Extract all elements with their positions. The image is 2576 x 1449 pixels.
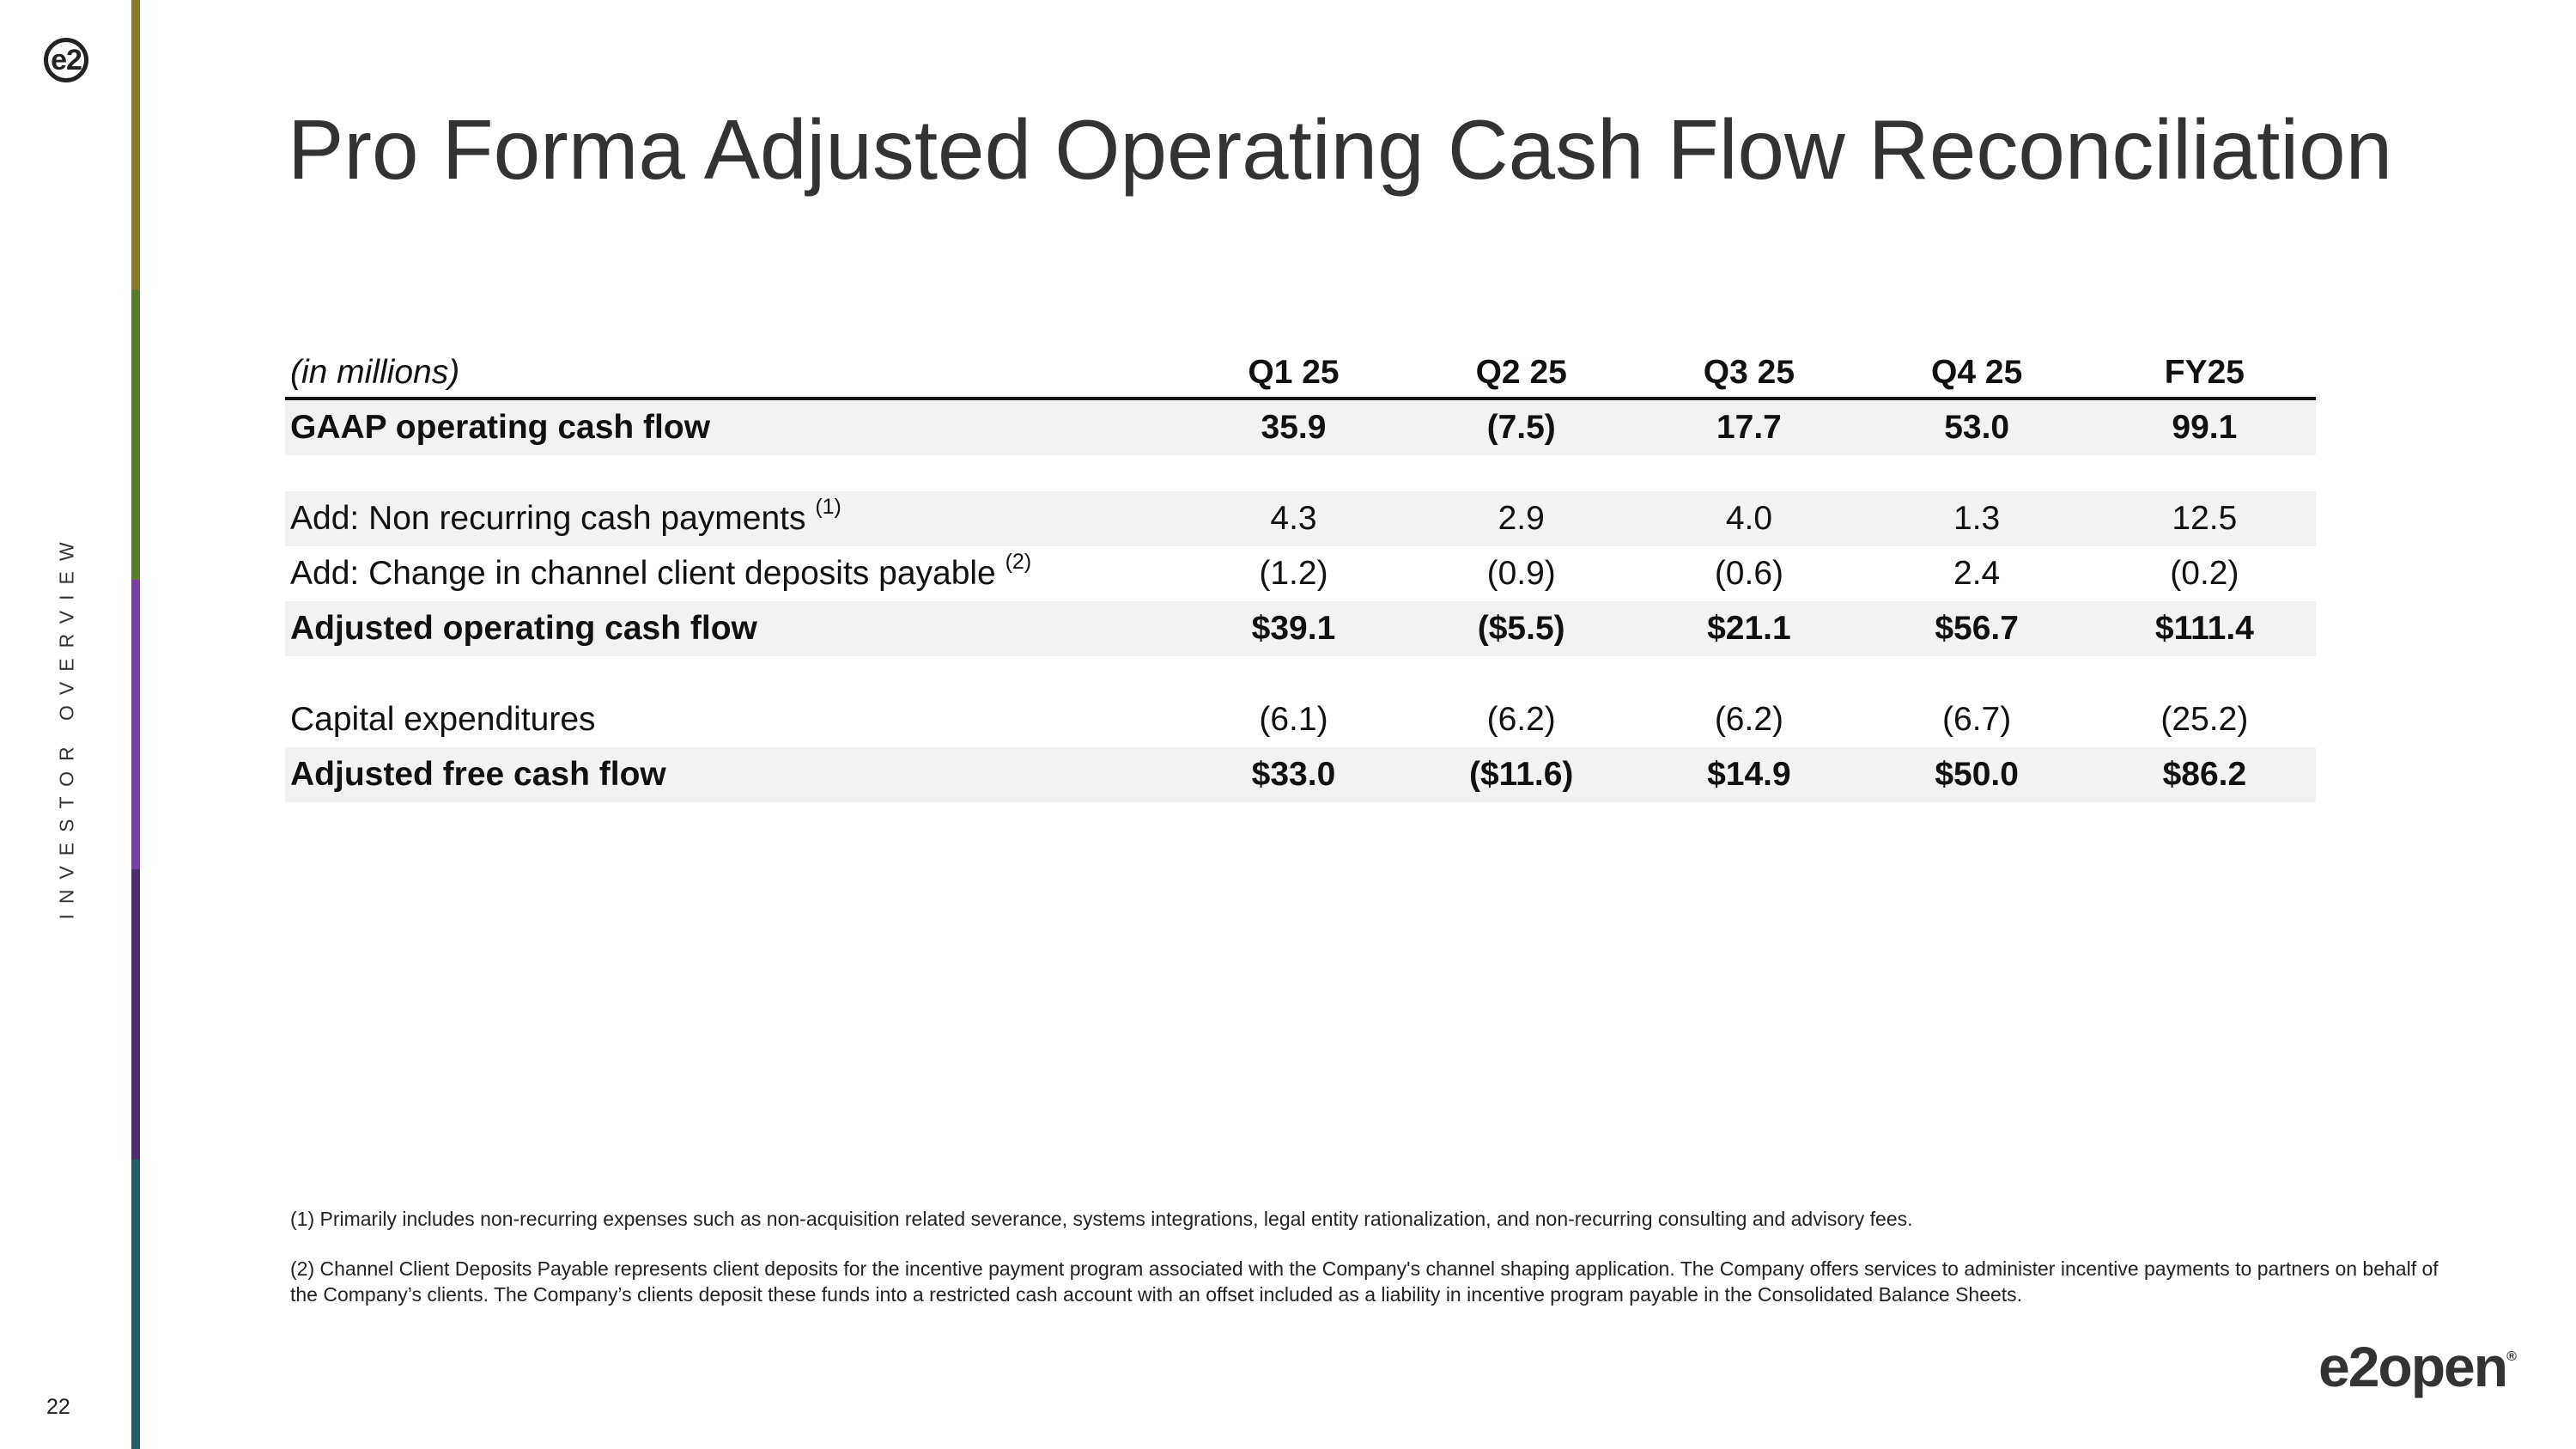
column-header-fy: FY25 <box>2164 354 2245 391</box>
cell-value: $111.4 <box>2087 601 2316 656</box>
page-number: 22 <box>46 1395 70 1419</box>
cell-value: 53.0 <box>1860 399 2088 455</box>
color-bar-segment-3 <box>131 579 140 870</box>
table-row-adjusted-operating-cash-flow: Adjusted operating cash flow $39.1 ($5.5… <box>285 601 2316 656</box>
units-label: (in millions) <box>290 354 460 391</box>
table-row-adjusted-free-cash-flow: Adjusted free cash flow $33.0 ($11.6) $1… <box>285 747 2316 802</box>
cell-value: (0.9) <box>1486 555 1556 592</box>
cell-value: (6.2) <box>1714 701 1784 738</box>
cell-value: $39.1 <box>1176 601 1406 656</box>
color-bar-segment-4 <box>131 869 140 1160</box>
cell-value: (25.2) <box>2160 701 2249 738</box>
footnote-1: (1) Primarily includes non-recurring exp… <box>290 1208 1913 1230</box>
cell-value: (7.5) <box>1405 399 1633 455</box>
cell-value: $14.9 <box>1632 747 1861 802</box>
column-header-q2: Q2 25 <box>1475 354 1567 391</box>
cell-value: $50.0 <box>1860 747 2088 802</box>
footnote-ref: (1) <box>815 495 841 519</box>
cell-value: ($11.6) <box>1405 747 1633 802</box>
row-label: Add: Change in channel client deposits p… <box>290 550 1032 593</box>
cell-value: 4.0 <box>1632 491 1861 546</box>
cell-value: 2.4 <box>1953 555 2001 592</box>
registered-mark: ® <box>2506 1349 2517 1364</box>
color-bar-segment-5 <box>131 1159 140 1449</box>
cell-value: $33.0 <box>1176 747 1406 802</box>
footnote-2: (2) Channel Client Deposits Payable repr… <box>290 1257 2439 1306</box>
cell-value: (0.2) <box>2170 555 2239 592</box>
cell-value: 17.7 <box>1632 399 1861 455</box>
brand-wordmark: e2open <box>2318 1335 2508 1398</box>
cell-value: 99.1 <box>2087 399 2316 455</box>
page-title: Pro Forma Adjusted Operating Cash Flow R… <box>288 102 2393 197</box>
cell-value: ($5.5) <box>1405 601 1633 656</box>
footnote-ref: (2) <box>1005 550 1032 574</box>
cell-value: (6.1) <box>1259 701 1328 738</box>
column-header-q3: Q3 25 <box>1703 354 1795 391</box>
row-label: GAAP operating cash flow <box>285 399 1177 455</box>
table-header-row: (in millions) Q1 25 Q2 25 Q3 25 Q4 25 FY… <box>285 335 2316 399</box>
color-bar-segment-2 <box>131 289 140 580</box>
e2-logo-icon: e2 <box>44 38 88 82</box>
cell-value: $86.2 <box>2087 747 2316 802</box>
cell-value: 35.9 <box>1176 399 1406 455</box>
cell-value: 12.5 <box>2087 491 2316 546</box>
section-label: INVESTOR OVERVIEW <box>55 532 78 920</box>
cell-value: $56.7 <box>1860 601 2088 656</box>
table-spacer <box>285 656 2316 692</box>
table-row-non-recurring-cash-payments: Add: Non recurring cash payments (1) 4.3… <box>285 491 2316 546</box>
cell-value: (1.2) <box>1259 555 1328 592</box>
footnotes: (1) Primarily includes non-recurring exp… <box>290 1206 2471 1331</box>
table-row-channel-client-deposits: Add: Change in channel client deposits p… <box>285 546 2316 601</box>
table-row-capital-expenditures: Capital expenditures (6.1) (6.2) (6.2) (… <box>285 692 2316 747</box>
reconciliation-table: (in millions) Q1 25 Q2 25 Q3 25 Q4 25 FY… <box>285 335 2316 802</box>
row-label: Capital expenditures <box>290 701 596 738</box>
table-row-gaap-operating-cash-flow: GAAP operating cash flow 35.9 (7.5) 17.7… <box>285 399 2316 455</box>
cell-value: (6.2) <box>1486 701 1556 738</box>
row-label: Adjusted free cash flow <box>285 747 1177 802</box>
cell-value: 4.3 <box>1176 491 1406 546</box>
cell-value: (0.6) <box>1714 555 1784 592</box>
table-spacer <box>285 455 2316 491</box>
accent-color-bar <box>131 0 140 1449</box>
column-header-q1: Q1 25 <box>1248 354 1340 391</box>
cell-value: 2.9 <box>1405 491 1633 546</box>
e2open-logo: e2open® <box>2318 1334 2517 1399</box>
color-bar-segment-1 <box>131 0 140 290</box>
column-header-q4: Q4 25 <box>1931 354 2023 391</box>
row-label: Add: Non recurring cash payments (1) <box>285 491 1177 546</box>
cell-value: $21.1 <box>1632 601 1861 656</box>
row-label: Adjusted operating cash flow <box>285 601 1177 656</box>
cell-value: 1.3 <box>1860 491 2088 546</box>
cell-value: (6.7) <box>1942 701 2012 738</box>
